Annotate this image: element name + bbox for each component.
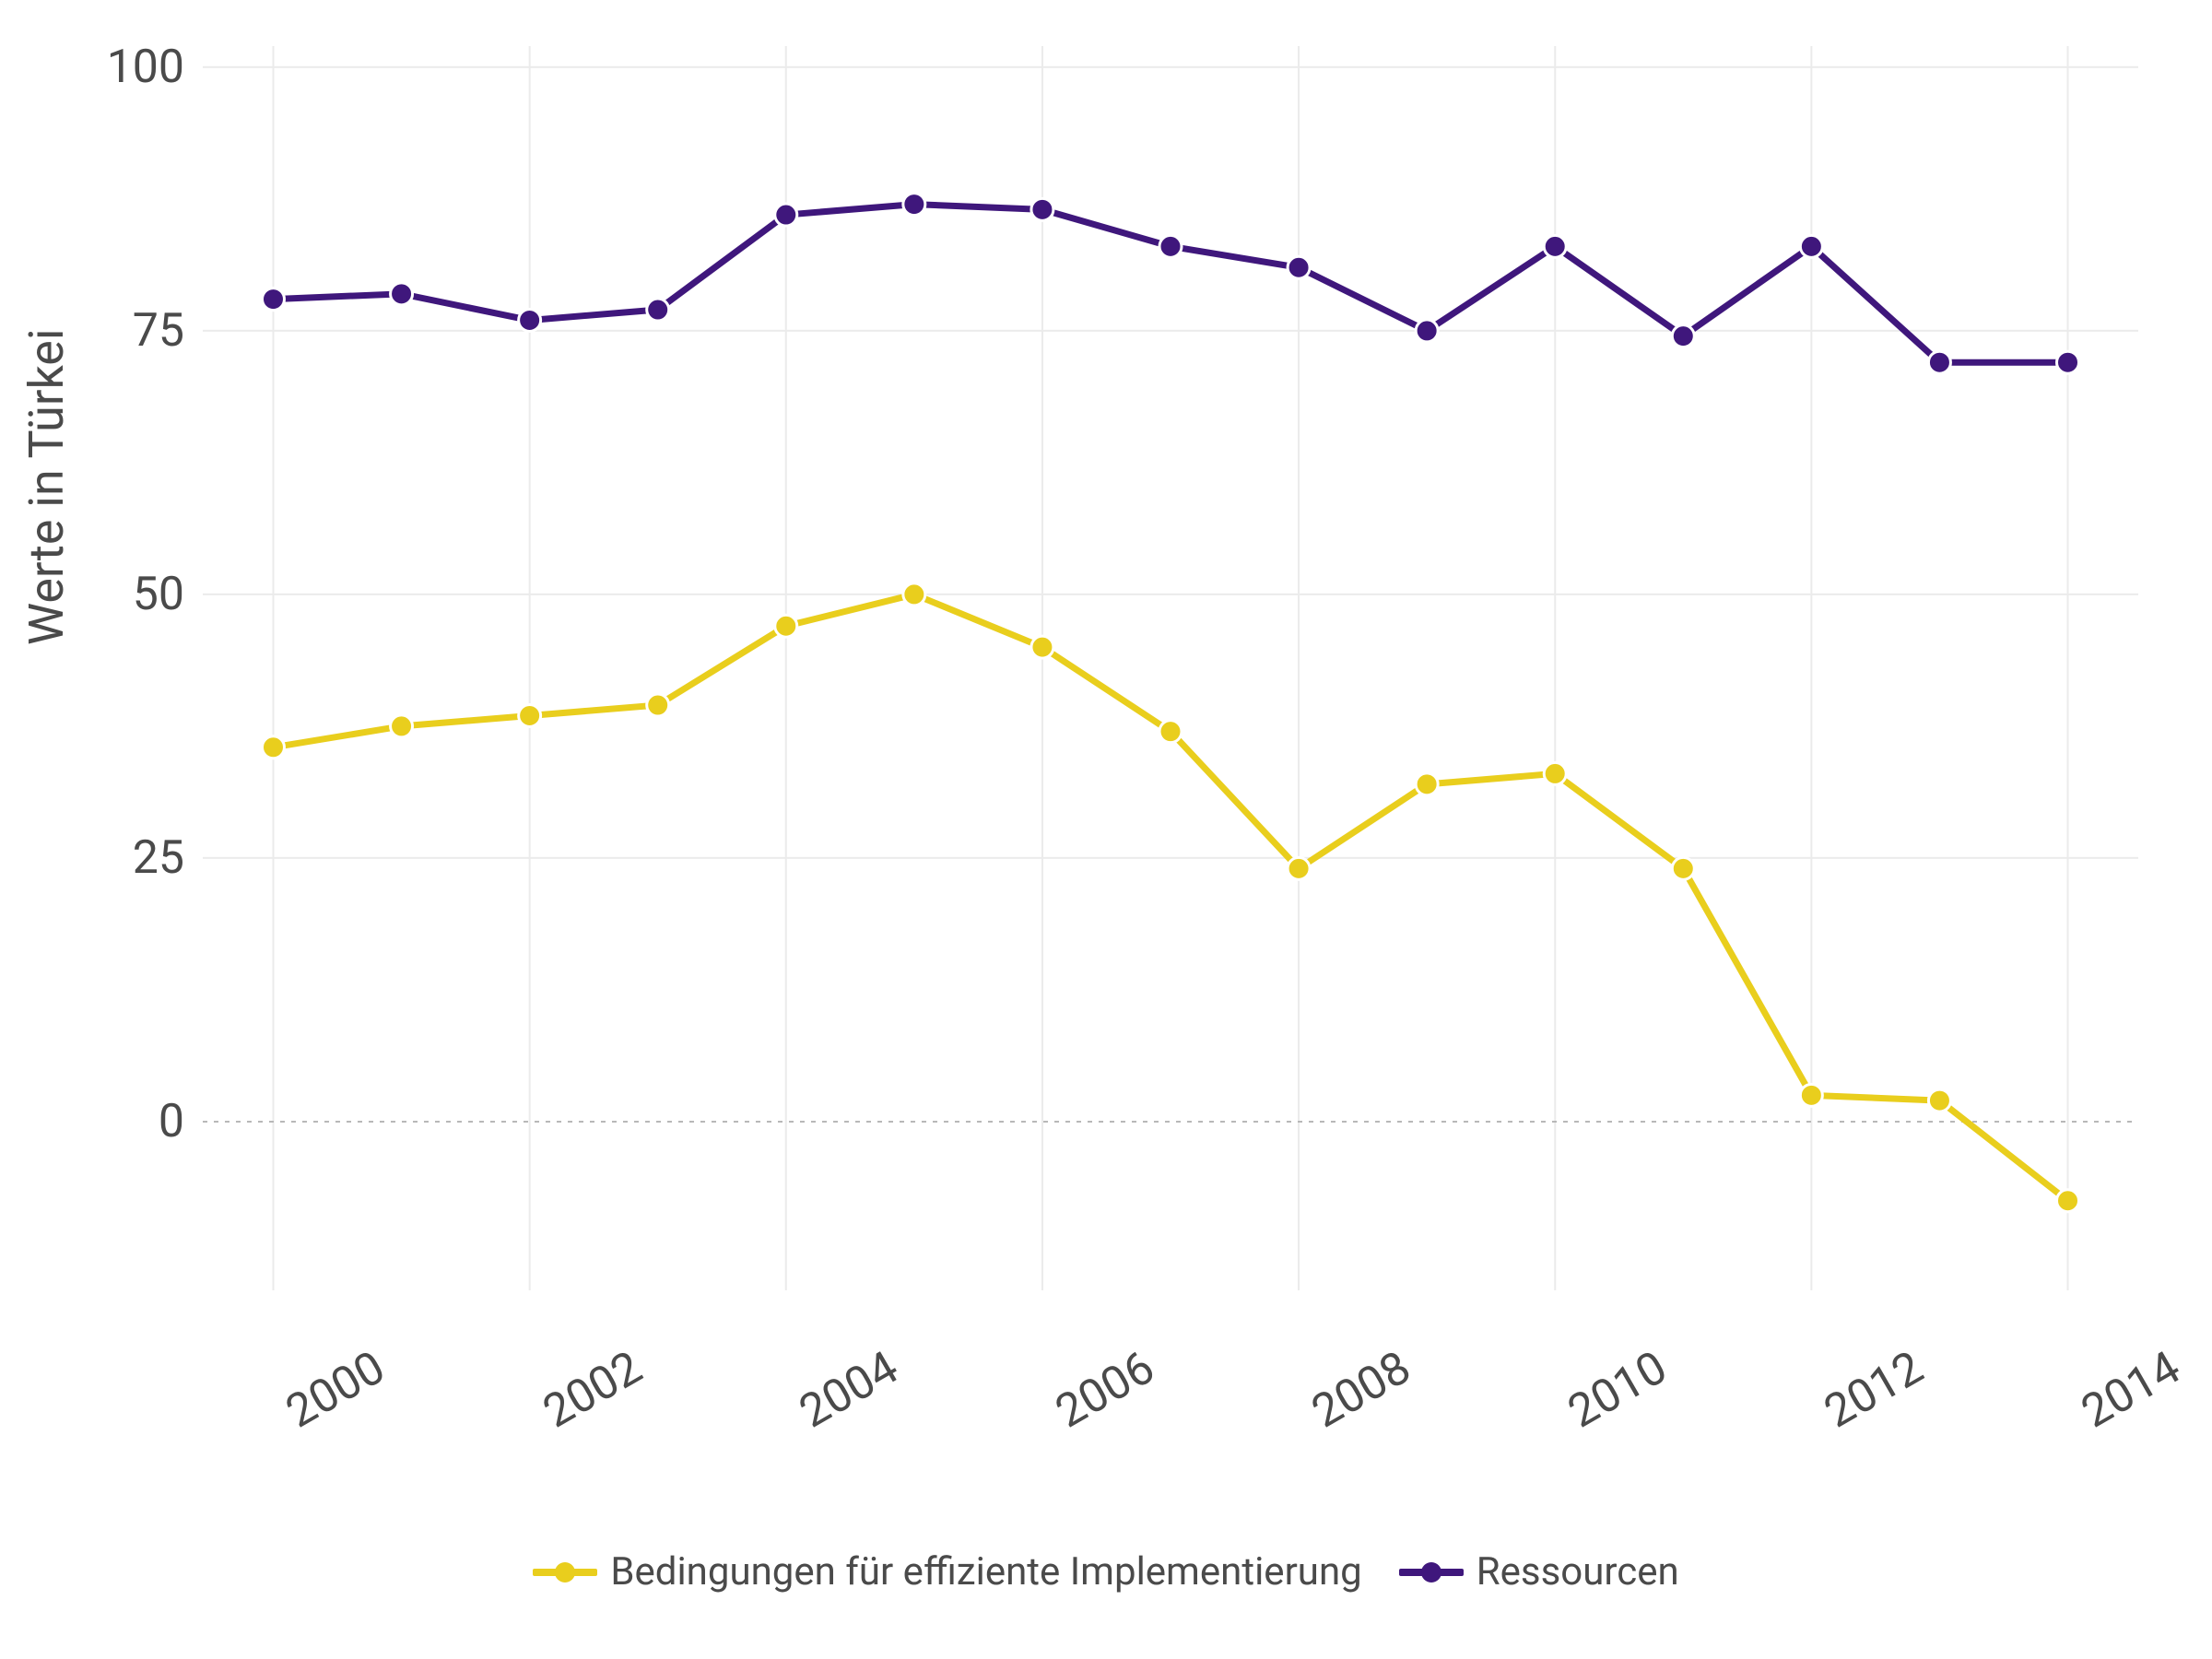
y-tick-label: 75 [133,304,184,358]
chart-container: Werte in Türkei 0 25 50 75 100 2000 2002 2004 2… [0,0,2212,1659]
y-tick-label: 25 [133,831,184,885]
y-tick-label: 0 [159,1095,184,1148]
legend-item-ressourcen: Ressourcen [1399,1549,1679,1594]
y-tick-label: 100 [107,41,184,94]
x-tick-label: 2014 [2073,1341,2189,1439]
legend-swatch-icon [1399,1569,1464,1576]
legend-swatch-icon [533,1569,597,1576]
legend-label: Ressourcen [1477,1549,1679,1594]
x-tick-label: 2006 [1047,1341,1163,1439]
x-tick-label: 2002 [535,1341,651,1439]
legend-label: Bedingungen für effiziente Implementieru… [610,1549,1361,1594]
plot-area [203,46,2138,1290]
y-axis-label: Werte in Türkei [18,328,75,645]
y-tick-label: 50 [133,568,184,621]
x-tick-label: 2004 [791,1341,907,1439]
x-tick-label: 2010 [1559,1341,1676,1439]
legend: Bedingungen für effiziente Implementieru… [0,1549,2212,1594]
x-tick-label: 2012 [1816,1341,1932,1439]
x-tick-label: 2008 [1303,1341,1419,1439]
x-tick-label: 2000 [278,1341,394,1439]
legend-item-bedingungen: Bedingungen für effiziente Implementieru… [533,1549,1361,1594]
